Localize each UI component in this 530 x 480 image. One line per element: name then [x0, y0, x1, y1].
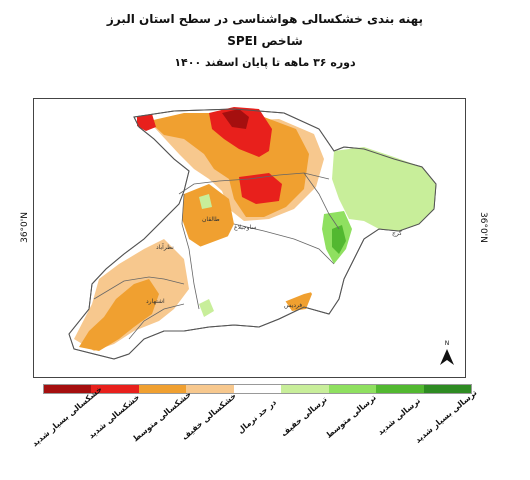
alborz-drought-map: کرج طالقان ساوجبلاغ نظرآباد اشتهارد فردی… [68, 107, 454, 365]
city-label-karaj: کرج [392, 230, 402, 237]
legend-label: ترسالی خفیف [279, 394, 329, 439]
province-outline-top [68, 108, 437, 360]
legend-swatch [91, 385, 139, 393]
severe-drought-zone-nw [137, 114, 156, 131]
legend-swatch [328, 385, 377, 393]
county-border-5 [303, 172, 340, 230]
map-frame: کرج طالقان ساوجبلاغ نظرآباد اشتهارد فردی… [33, 98, 466, 378]
county-border-3 [233, 223, 335, 265]
city-label-taleghan: طالقان [202, 216, 220, 223]
legend-swatch [186, 385, 234, 393]
map-title-block: پهنه بندی خشکسالی هواشناسی در سطح استان … [0, 8, 530, 74]
mild-wet-zone-south [199, 299, 214, 317]
county-border-4 [93, 276, 185, 300]
mild-wet-zone-east [332, 147, 436, 231]
moderate-drought-zone-center [182, 184, 234, 249]
north-arrow-icon: N [440, 340, 454, 365]
severe-drought-zone-ne [209, 107, 272, 157]
mild-wet-zone-central [199, 194, 212, 209]
legend-label: ترسالی شدید [375, 396, 422, 437]
map-title: پهنه بندی خشکسالی هواشناسی در سطح استان … [106, 12, 424, 26]
city-label-fardis: فردیس [284, 302, 302, 309]
legend-swatch [138, 385, 187, 393]
legend-swatch [44, 385, 92, 393]
legend-swatch [281, 385, 329, 393]
county-border-2 [181, 193, 200, 310]
severe-wet-zone [332, 225, 346, 254]
legend-swatch [423, 385, 471, 393]
city-label-eshtehard: اشتهارد [146, 298, 165, 305]
legend-swatch [376, 385, 424, 393]
normal-zone-central [192, 204, 339, 314]
city-label-nazarabad: نظرآباد [156, 242, 174, 251]
legend-labels: خشکسالی بسیار شدید خشکسالی شدید خشکسالی مت… [30, 385, 479, 460]
severe-drought-zone-center [239, 173, 282, 204]
moderate-drought-zone-west [79, 279, 159, 351]
legend-color-bar [43, 384, 472, 394]
very-severe-drought-zone [222, 109, 249, 129]
map-period-subtitle: دوره ۳۶ ماهه تا پایان اسفند ۱۴۰۰ [174, 56, 356, 69]
map-index-subtitle: شاخص SPEI [227, 34, 303, 48]
latitude-label-left: 36°0'N [20, 212, 30, 243]
latitude-label-right: 36°0'N [478, 212, 488, 243]
legend-label: ترسالی متوسط [324, 392, 379, 441]
north-label: N [445, 340, 450, 347]
legend-label: ترسالی بسیار شدید [413, 388, 479, 445]
county-border-6 [128, 303, 185, 340]
city-label-savojbolagh: ساوجبلاغ [234, 224, 256, 231]
legend-swatch [233, 385, 282, 393]
legend-label: در حد نرمال [235, 397, 278, 436]
